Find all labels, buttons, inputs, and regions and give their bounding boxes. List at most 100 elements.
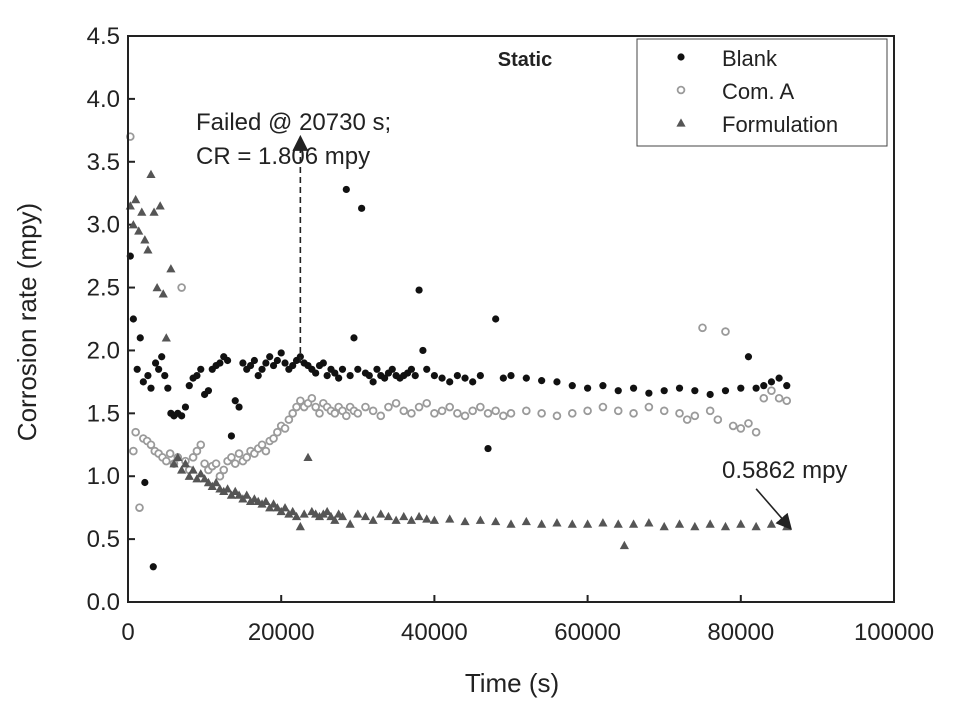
y-tick-label: 3.0 — [87, 212, 120, 239]
data-point — [314, 511, 325, 521]
data-point — [342, 185, 350, 194]
data-point — [227, 453, 236, 462]
series-com-a — [125, 132, 792, 512]
data-point — [149, 207, 159, 216]
data-point — [567, 519, 577, 528]
data-point — [272, 503, 282, 512]
data-point — [318, 509, 328, 518]
data-point — [269, 361, 278, 370]
series-blank — [126, 185, 791, 571]
data-point — [178, 412, 186, 420]
data-point — [568, 382, 576, 390]
data-point — [499, 374, 507, 382]
data-point — [261, 446, 271, 456]
data-point — [476, 402, 485, 412]
data-point — [284, 509, 294, 518]
data-point — [414, 402, 424, 412]
data-point — [407, 365, 416, 373]
data-point — [319, 359, 327, 367]
data-point — [660, 387, 668, 395]
y-tick-label: 0.5 — [87, 526, 120, 553]
data-point — [522, 374, 530, 382]
data-point — [139, 378, 147, 386]
data-point — [369, 378, 377, 386]
data-point — [288, 506, 298, 516]
data-point — [365, 372, 373, 380]
data-point — [234, 490, 244, 499]
data-point — [446, 378, 454, 386]
data-point — [783, 382, 791, 390]
data-point — [273, 356, 281, 365]
data-point — [430, 409, 439, 418]
data-point — [376, 509, 386, 518]
data-point — [180, 459, 191, 468]
data-point — [193, 372, 201, 380]
data-point — [192, 446, 202, 456]
data-point — [231, 397, 239, 405]
y-tick-label: 4.0 — [87, 86, 120, 113]
data-point — [391, 398, 401, 408]
data-point — [280, 424, 290, 433]
data-point — [129, 315, 137, 323]
data-point — [767, 378, 776, 386]
data-point — [492, 315, 500, 323]
data-point — [674, 519, 685, 528]
data-point — [323, 372, 331, 380]
data-point — [361, 402, 370, 412]
annotation-failed-text: CR = 1.806 mpy — [196, 143, 370, 170]
data-point — [460, 411, 470, 421]
data-point — [303, 452, 313, 462]
data-point — [161, 372, 169, 380]
data-point — [422, 398, 432, 408]
data-point — [399, 511, 409, 521]
data-point — [299, 509, 309, 518]
data-point — [675, 409, 684, 418]
data-point — [295, 521, 305, 531]
data-point — [406, 515, 417, 524]
data-point — [200, 474, 210, 483]
data-point — [728, 421, 738, 431]
data-point — [277, 349, 285, 357]
data-point — [245, 496, 256, 506]
data-point — [134, 226, 144, 235]
data-point — [437, 406, 447, 416]
data-point — [137, 207, 147, 216]
x-axis-label: Time (s) — [465, 668, 559, 698]
legend-label: Blank — [722, 46, 778, 71]
annotation-final-rate-text: 0.5862 mpy — [722, 457, 847, 484]
data-point — [438, 374, 446, 382]
series-formulation — [125, 169, 792, 550]
data-point — [337, 511, 348, 521]
data-point — [219, 465, 229, 475]
y-axis-label: Corrosion rate (mpy) — [12, 203, 42, 441]
data-point — [499, 411, 508, 421]
data-point — [507, 372, 515, 380]
data-point — [552, 411, 562, 421]
data-point — [360, 511, 371, 521]
data-point — [149, 563, 157, 571]
data-point — [133, 365, 141, 373]
data-point — [645, 389, 653, 397]
data-point — [419, 346, 427, 355]
data-point — [453, 372, 461, 380]
data-point — [484, 444, 492, 453]
annotation-final-rate-arrow — [755, 488, 793, 531]
data-point — [599, 382, 607, 390]
data-point — [766, 519, 777, 528]
data-point — [257, 499, 267, 508]
data-point — [476, 372, 484, 380]
data-point — [720, 521, 731, 531]
legend-marker — [677, 53, 685, 61]
legend-label: Com. A — [722, 79, 794, 104]
data-point — [358, 204, 366, 212]
data-point — [721, 387, 730, 395]
data-point — [223, 356, 232, 365]
data-point — [158, 353, 166, 361]
data-point — [737, 384, 745, 392]
data-point — [128, 220, 138, 229]
data-point — [429, 515, 439, 524]
data-point — [146, 169, 156, 179]
data-point — [131, 427, 140, 437]
data-point — [161, 333, 171, 342]
